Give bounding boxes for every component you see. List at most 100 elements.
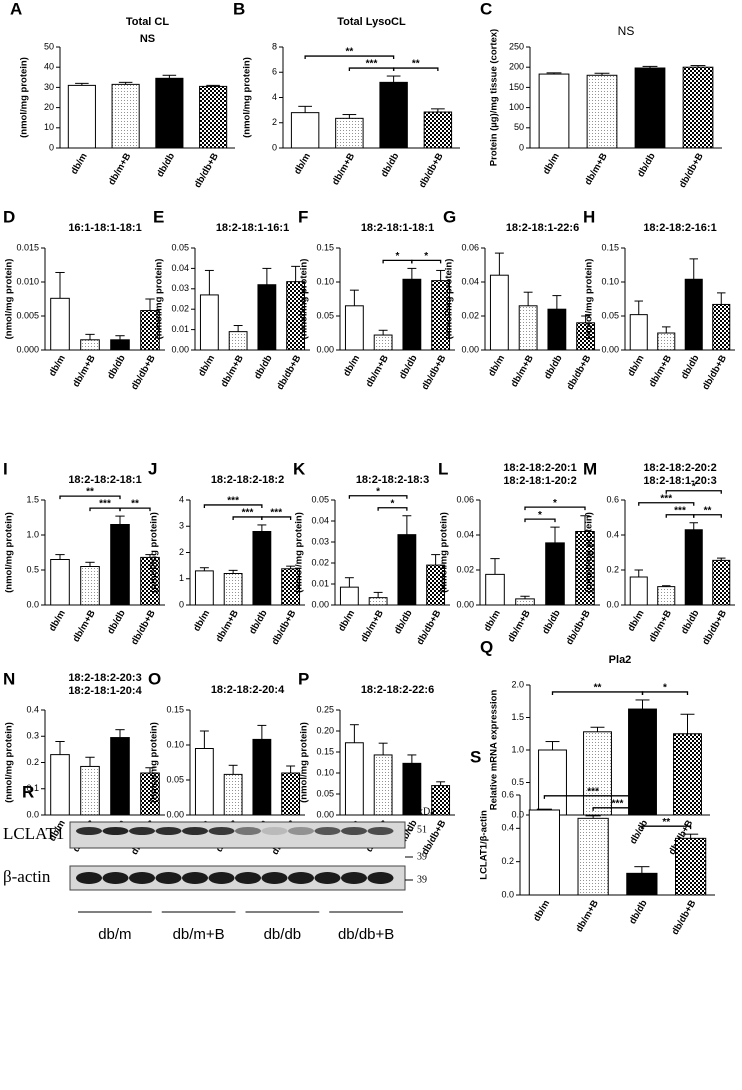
x-tick-label: db/db: [540, 608, 563, 636]
x-tick-label: db/m+B: [583, 151, 610, 187]
y-tick-label: 2: [179, 547, 184, 557]
y-tick-label: 0.0: [606, 599, 619, 609]
significance-label: **: [704, 505, 712, 516]
chart-title: 16:1-18:1-18:1: [68, 222, 141, 234]
y-tick-label: 0: [519, 142, 524, 152]
x-tick-label: db/m+B: [214, 608, 241, 644]
y-tick-label: 0.05: [166, 774, 184, 784]
significance-label: **: [131, 499, 139, 510]
y-tick-label: 0.00: [316, 344, 334, 354]
x-tick-label: db/m+B: [509, 353, 536, 389]
y-tick-label: 6: [272, 67, 277, 77]
blot-band: [155, 827, 182, 835]
x-tick-label: db/m: [486, 353, 507, 378]
x-tick-label: db/m: [69, 151, 90, 176]
bar: [673, 733, 702, 816]
y-tick-label: 0.6: [501, 789, 514, 799]
bar: [629, 576, 648, 606]
bar: [402, 762, 422, 816]
chart-title: 18:2-18:1-22:6: [506, 222, 579, 234]
chart-title: 18:2-18:2-20:3: [68, 672, 141, 684]
y-axis-label: (nmol/mg protein): [242, 57, 253, 138]
x-tick-label: db/m+B: [106, 151, 133, 187]
y-tick-label: 0.00: [171, 344, 189, 354]
bar: [423, 111, 453, 149]
significance-label: *: [424, 251, 428, 262]
chart-title: Pla2: [609, 654, 632, 666]
significance-label: *: [553, 498, 557, 509]
y-tick-label: 0.05: [601, 310, 619, 320]
blot-band: [102, 872, 129, 884]
panel-label: N: [3, 669, 15, 688]
group-label: db/m: [98, 926, 131, 943]
y-axis-label: (nmol/mg protein): [4, 722, 15, 803]
y-tick-label: 0: [179, 599, 184, 609]
significance-bracket: [641, 825, 692, 830]
y-axis-label: (nmol/mg protein): [4, 259, 15, 340]
y-tick-label: 0.00: [166, 809, 184, 819]
bar: [583, 731, 612, 816]
bar: [290, 112, 320, 149]
y-tick-label: 0.05: [316, 310, 334, 320]
y-tick-label: 0.0: [26, 599, 39, 609]
significance-bracket: [551, 691, 644, 695]
y-tick-label: 0.05: [311, 494, 329, 504]
bar: [257, 284, 277, 351]
bar: [228, 331, 248, 351]
y-tick-label: 0.02: [171, 304, 189, 314]
y-tick-label: 0.03: [311, 536, 329, 546]
x-tick-label: db/db: [105, 608, 128, 636]
annotation: NS: [618, 24, 635, 38]
x-tick-label: db/db: [627, 898, 650, 926]
x-tick-label: db/m+B: [71, 608, 98, 644]
x-tick-label: db/m+B: [647, 353, 674, 389]
bar: [339, 586, 359, 606]
y-tick-label: 0.2: [606, 564, 619, 574]
y-axis-label: (nmol/mg protein): [299, 722, 310, 803]
bar: [575, 531, 595, 606]
y-tick-label: 0.00: [461, 344, 479, 354]
y-tick-label: 40: [44, 62, 54, 72]
blot-band: [155, 872, 182, 884]
y-tick-label: 4: [272, 92, 277, 102]
y-tick-label: 0.02: [456, 564, 474, 574]
x-tick-label: db/db: [397, 353, 420, 381]
y-axis-label: Relative mRNA expression: [489, 690, 500, 811]
blot-strip: [69, 821, 406, 849]
y-axis-label: (nmol/mg protein): [294, 512, 305, 593]
bar: [634, 67, 666, 149]
bar: [379, 81, 408, 149]
x-tick-label: db/db: [155, 151, 178, 179]
bar: [344, 742, 364, 816]
bar: [368, 597, 388, 606]
bar: [675, 837, 707, 896]
y-tick-label: 0.04: [456, 529, 474, 539]
significance-label: *: [663, 683, 667, 694]
y-tick-label: 0.0: [26, 809, 39, 819]
y-axis-label: (nmol/mg protein): [299, 259, 310, 340]
y-tick-label: 3: [179, 521, 184, 531]
y-tick-label: 0.02: [311, 557, 329, 567]
bar: [626, 872, 658, 896]
bar: [199, 85, 228, 149]
significance-bracket: [543, 795, 643, 799]
bar: [50, 754, 70, 816]
chart-title: Total LysoCL: [337, 16, 406, 28]
x-tick-label: db/db+B: [670, 898, 699, 937]
y-tick-label: 0.00: [456, 599, 474, 609]
x-tick-label: db/db+B: [700, 353, 729, 392]
x-tick-label: db/db: [628, 818, 651, 846]
y-axis-label: Protein (µg)/mg tissue (cortex): [489, 29, 500, 166]
y-tick-label: 0.06: [461, 242, 479, 252]
significance-label: **: [345, 47, 353, 58]
x-tick-label: db/m+B: [219, 353, 246, 389]
y-tick-label: 50: [514, 122, 524, 132]
x-tick-label: db/db: [679, 353, 702, 381]
y-tick-label: 2: [272, 117, 277, 127]
y-axis-label: (nmol/mg protein): [444, 259, 455, 340]
significance-label: ***: [270, 508, 282, 519]
panel-label: L: [438, 459, 448, 478]
y-tick-label: 0.0: [501, 889, 514, 899]
y-tick-label: 30: [44, 82, 54, 92]
